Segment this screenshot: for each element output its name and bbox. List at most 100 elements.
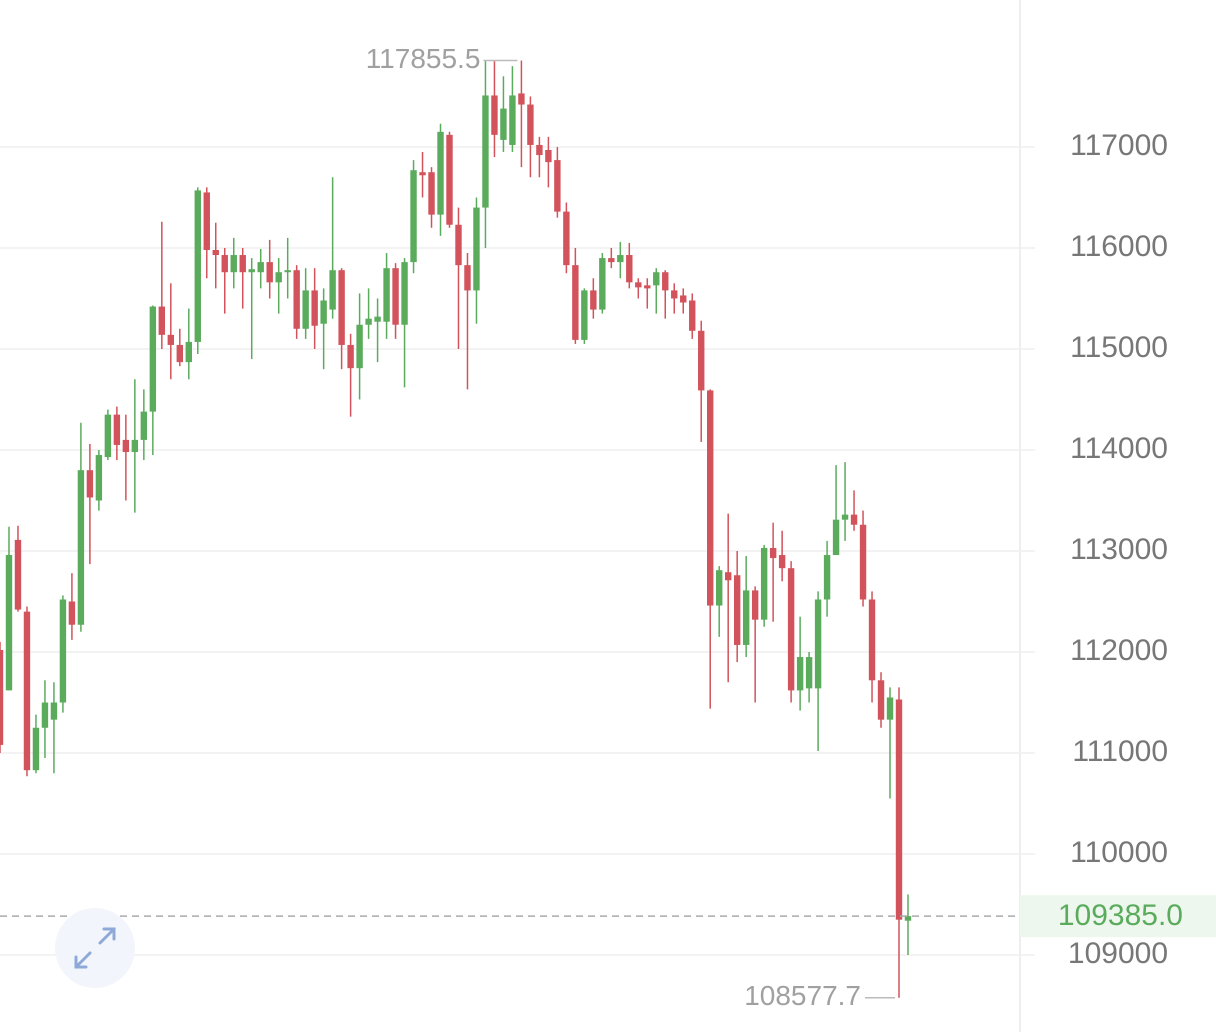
candle-body [140,411,148,440]
candle-body [527,104,534,145]
candle-body [787,568,795,691]
candle-body [653,272,660,286]
candle-body [724,572,732,581]
candle-body [886,697,894,720]
candle-body [805,657,813,689]
candle-body [716,570,723,606]
candle-body [194,190,201,342]
candle-body [212,249,219,256]
candle-body [167,334,175,345]
max-label: 117855.5 [366,43,481,74]
candle-body [733,575,741,645]
candle-body [365,318,372,325]
candle-body [302,290,309,329]
candle-body [221,255,228,273]
candle-body [464,265,471,291]
candle-body [446,134,453,225]
expand-button-bg[interactable] [55,908,135,988]
candle-body [895,699,903,920]
candle-body [410,170,417,263]
y-tick-label: 115000 [1070,331,1168,364]
candle-body [104,414,112,458]
last-price-box [1020,895,1216,938]
candle-body [230,255,237,273]
candle-body [563,211,570,266]
candle-body [50,702,58,720]
candle-body [635,282,642,288]
candle-body [904,916,912,921]
y-tick-label: 112000 [1070,634,1168,667]
candle-body [203,192,210,250]
candle-body [257,262,264,273]
candle-body [554,160,561,212]
candle-body [662,272,669,291]
candle-body [778,555,786,569]
candle-body [437,131,444,215]
last-price-label: 109385.0 [1058,899,1183,932]
candle-body [248,269,255,273]
candle-body [841,514,849,520]
candle-body [239,255,246,273]
candle-body [680,295,687,303]
candle-body [868,599,876,681]
candle-body [823,555,831,600]
y-tick-label: 109000 [1068,937,1168,970]
candle-body [689,300,696,331]
candle-body [401,262,408,325]
candle-body [509,95,516,145]
y-tick-label: 117000 [1070,129,1168,162]
candle-body [626,255,633,283]
candle-body [814,599,822,689]
candle-body [500,108,507,140]
candle-body [356,324,363,369]
y-tick-label: 114000 [1070,432,1168,465]
candle-body [877,680,885,720]
expand-icon[interactable] [74,927,116,969]
candle-body [572,265,579,340]
candle-body [599,258,606,310]
candle-body [59,599,67,703]
candle-body [419,172,426,176]
candle-body [77,470,85,625]
candle-body [86,470,94,498]
candle-body [32,727,40,771]
y-tick-label: 110000 [1070,836,1168,869]
candle-body [617,255,624,263]
candle-body [158,306,166,335]
candle-body [473,207,480,291]
candle-body [311,290,318,326]
candle-body [769,547,777,559]
candle-body [608,258,615,263]
y-tick-label: 113000 [1070,533,1168,566]
candle-body [113,414,121,445]
candle-body [275,272,282,283]
candle-body [751,590,759,620]
candle-body [122,439,130,453]
y-tick-label: 116000 [1070,230,1168,263]
candle-body [131,439,139,453]
candle-body [293,270,300,329]
candle-body [859,524,867,600]
candle-body [536,144,543,156]
candle-body [14,539,22,610]
candle-body [698,330,705,391]
candle-body [590,290,597,310]
candle-body [374,316,381,322]
expand-button[interactable] [55,908,135,988]
candle-body [68,601,76,625]
candle-body [0,649,4,745]
candle-body [742,590,750,645]
candle-body [329,270,336,310]
candle-body [671,290,678,299]
candle-body [176,344,183,363]
candle-body [644,285,651,289]
min-label: 108577.7 [744,980,861,1011]
candle-body [581,290,588,340]
candle-body [850,514,858,525]
candle-body [832,519,840,556]
candle-body [491,95,498,135]
candle-body [266,262,273,283]
candle-body [482,95,489,208]
candle-body [760,547,768,620]
